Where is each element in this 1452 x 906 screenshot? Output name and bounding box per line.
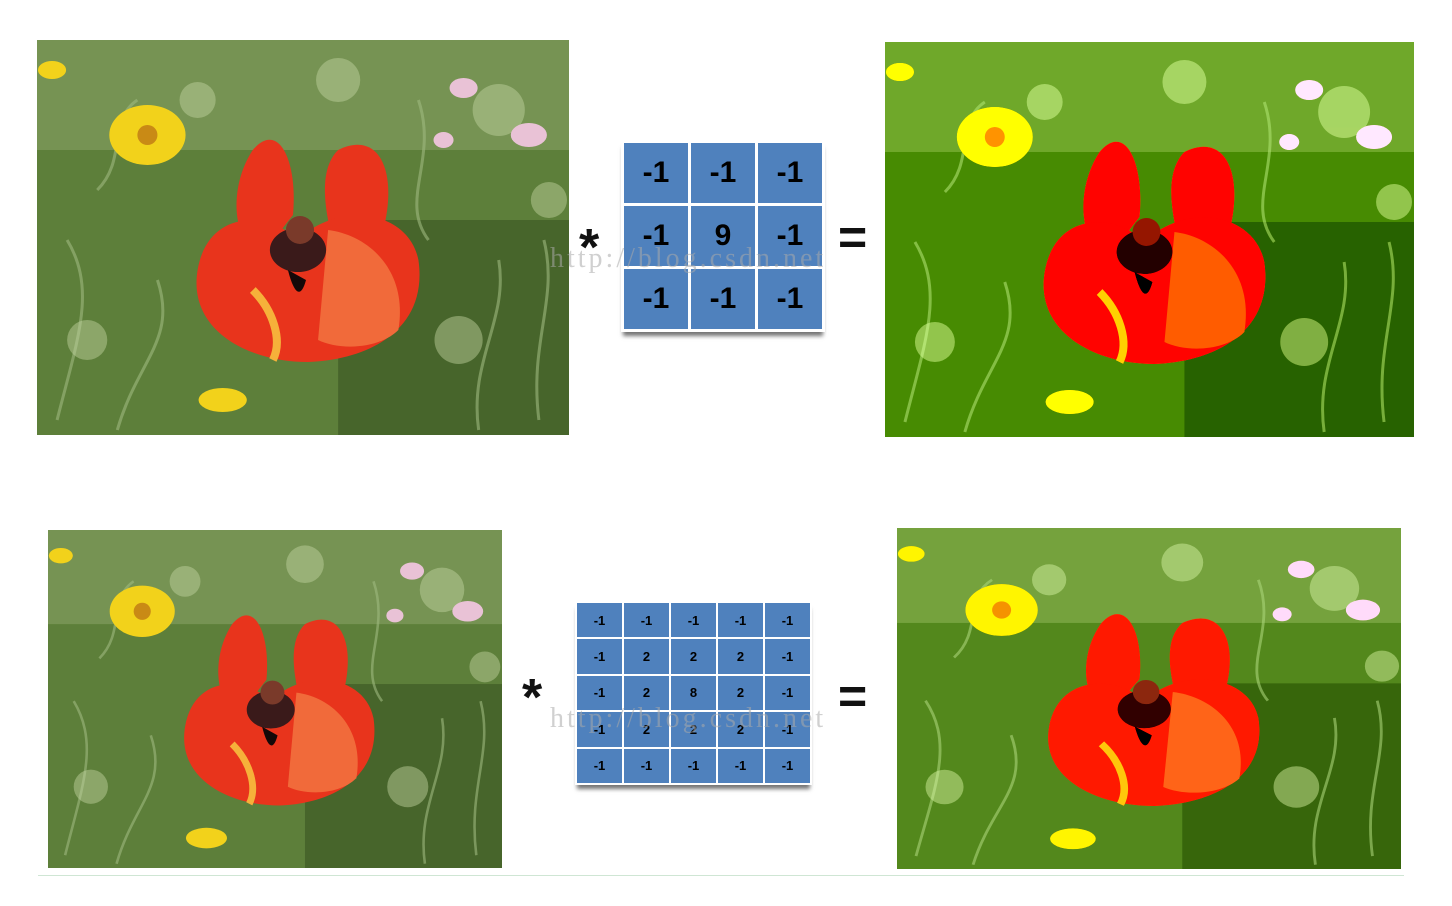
watermark: http://blog.csdn.net — [550, 703, 827, 734]
equals-operator: = — [838, 668, 868, 724]
kernel-cell: -1 — [758, 269, 822, 329]
kernel-cell: -1 — [671, 748, 716, 783]
kernel-cell: -1 — [718, 603, 763, 638]
kernel-cell: -1 — [765, 675, 810, 711]
kernel-cell: 2 — [624, 712, 669, 747]
kernel-cell: -1 — [624, 143, 688, 203]
kernel-cell: -1 — [624, 603, 669, 638]
kernel-cell: -1 — [577, 748, 622, 783]
kernel-cell: -1 — [671, 603, 716, 638]
sharpened-image-top — [885, 42, 1414, 437]
poppy-photo — [885, 42, 1414, 437]
kernel-cell: -1 — [577, 675, 622, 711]
poppy-photo — [37, 40, 569, 435]
divider — [38, 875, 1404, 876]
kernel-cell: -1 — [577, 603, 622, 638]
kernel-cell: 2 — [718, 712, 763, 747]
kernel-cell: -1 — [577, 712, 622, 747]
kernel-cell: 2 — [671, 639, 716, 674]
kernel-cell: 2 — [671, 712, 716, 747]
kernel-cell: -1 — [765, 748, 810, 783]
kernel-cell: 8 — [671, 675, 716, 711]
kernel-cell: 2 — [624, 675, 669, 711]
kernel-cell: -1 — [765, 603, 810, 638]
kernel-cell: -1 — [624, 748, 669, 783]
kernel-cell: -1 — [718, 748, 763, 783]
equals-operator: = — [838, 209, 868, 265]
kernel-cell: -1 — [758, 206, 822, 266]
kernel-cell: -1 — [691, 269, 755, 329]
original-image-bottom — [48, 530, 502, 868]
kernel-3x3: -1 -1 -1 -1 9 -1 -1 -1 -1 — [621, 140, 825, 332]
watermark: http://blog.csdn.net — [550, 243, 827, 274]
kernel-cell: 2 — [624, 639, 669, 674]
kernel-cell: -1 — [624, 206, 688, 266]
kernel-cell: 2 — [718, 675, 763, 711]
kernel-cell: -1 — [624, 269, 688, 329]
convolve-operator: * — [522, 669, 543, 727]
kernel-cell: -1 — [758, 143, 822, 203]
convolve-operator: * — [579, 219, 600, 277]
poppy-photo — [48, 530, 502, 868]
kernel-cell: -1 — [577, 639, 622, 674]
kernel-cell: -1 — [765, 712, 810, 747]
kernel-cell: 9 — [691, 206, 755, 266]
kernel-cell: -1 — [691, 143, 755, 203]
original-image-top — [37, 40, 569, 435]
sharpened-image-bottom — [897, 528, 1401, 869]
kernel-5x5: -1 -1 -1 -1 -1 -1 2 2 2 -1 -1 2 8 2 -1 -… — [575, 601, 812, 785]
poppy-photo — [897, 528, 1401, 869]
kernel-cell: -1 — [765, 639, 810, 674]
kernel-cell: 2 — [718, 639, 763, 674]
